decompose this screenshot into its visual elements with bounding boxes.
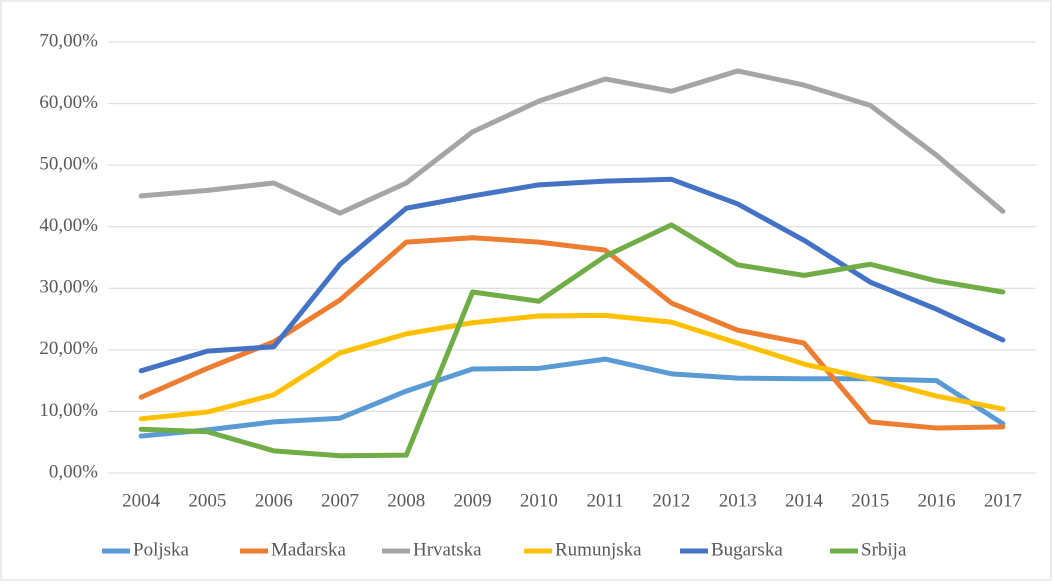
x-tick-label: 2010: [520, 490, 558, 511]
legend-label: Hrvatska: [413, 539, 482, 560]
series-line: [138, 222, 1006, 459]
x-tick-label: 2009: [454, 490, 492, 511]
y-tick-label: 30,00%: [39, 277, 98, 298]
x-tick-label: 2015: [851, 490, 889, 511]
y-tick-label: 40,00%: [39, 215, 98, 236]
y-tick-label: 50,00%: [39, 154, 98, 175]
x-tick-label: 2006: [255, 490, 293, 511]
x-tick-label: 2012: [652, 490, 690, 511]
x-tick-label: 2005: [188, 490, 226, 511]
y-tick-label: 0,00%: [49, 461, 98, 482]
x-tick-label: 2014: [785, 490, 824, 511]
y-tick-label: 20,00%: [39, 338, 98, 359]
x-tick-label: 2008: [387, 490, 425, 511]
x-tick-label: 2016: [918, 490, 956, 511]
series-line: [138, 312, 1006, 422]
x-tick-label: 2013: [719, 490, 757, 511]
x-tick-label: 2017: [984, 490, 1022, 511]
y-tick-label: 10,00%: [39, 400, 98, 421]
legend-label: Poljska: [133, 539, 190, 560]
legend-label: Mađarska: [271, 539, 346, 560]
legend-label: Bugarska: [711, 539, 783, 560]
series-line: [138, 176, 1006, 374]
y-tick-label: 70,00%: [39, 30, 98, 51]
series-line: [138, 68, 1006, 216]
legend-label: Rumunjska: [555, 539, 642, 560]
x-tick-label: 2007: [321, 490, 359, 511]
x-tick-label: 2011: [586, 490, 623, 511]
y-tick-label: 60,00%: [39, 92, 98, 113]
legend-label: Srbija: [861, 539, 907, 560]
x-tick-label: 2004: [122, 490, 161, 511]
